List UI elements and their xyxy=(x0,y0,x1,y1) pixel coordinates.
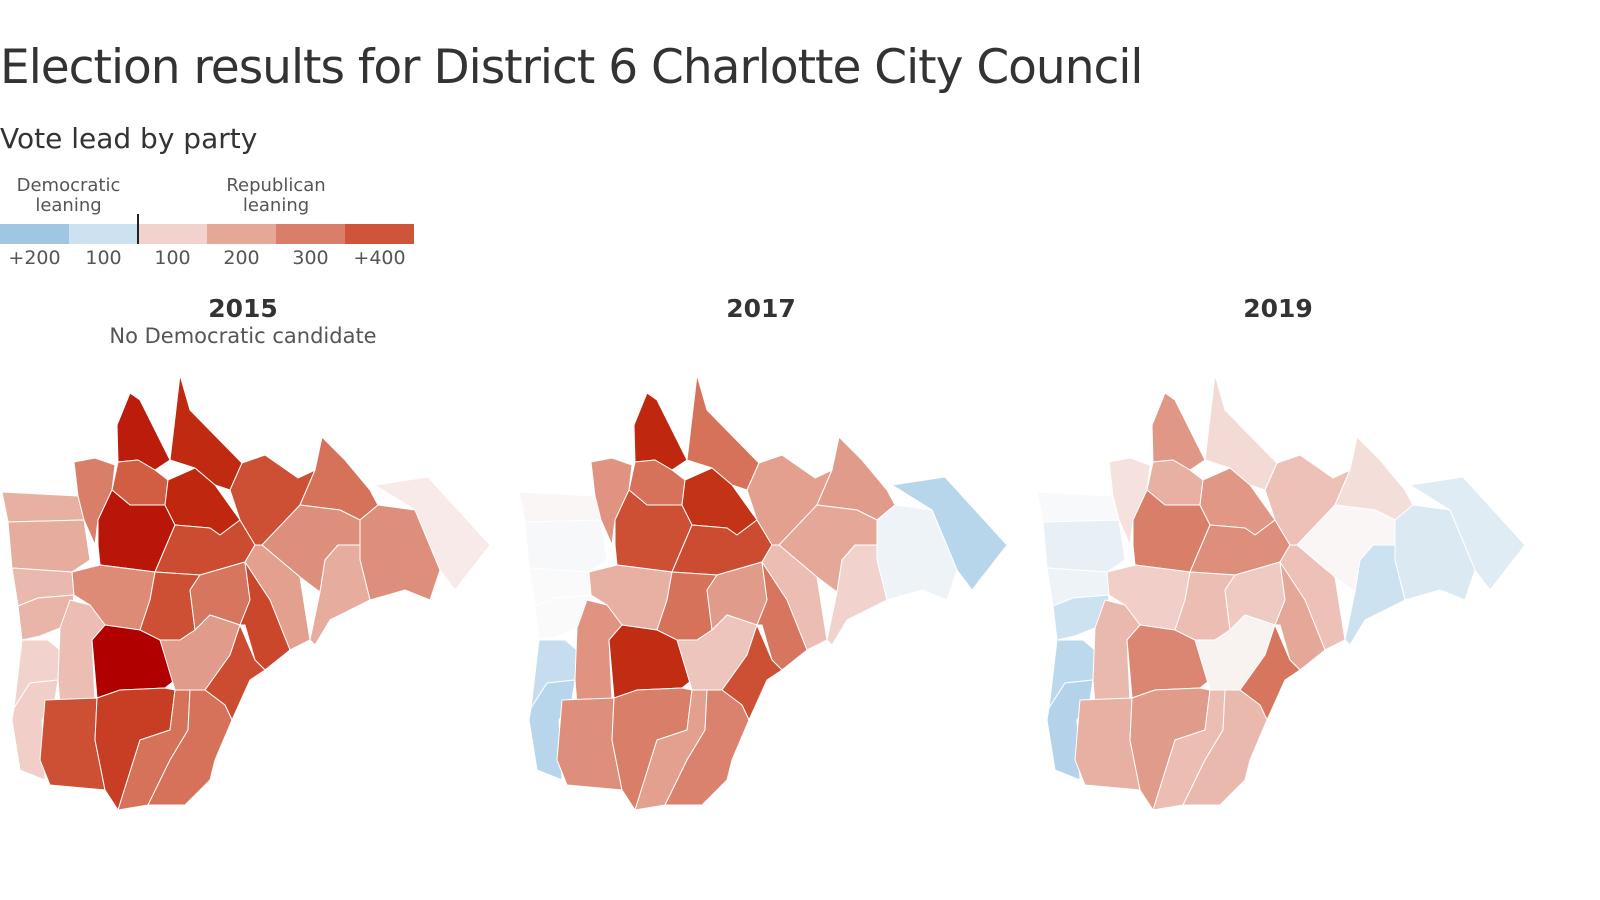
legend-swatch-rep-200 xyxy=(207,224,276,244)
legend-tick: 300 xyxy=(292,247,329,269)
panel-year-2015: 2015 xyxy=(208,294,278,323)
precinct-8 xyxy=(633,392,688,471)
precinct-32 xyxy=(147,689,233,806)
legend-tick: 200 xyxy=(223,247,260,269)
panel-year-2019: 2019 xyxy=(1243,294,1313,323)
precinct-32 xyxy=(664,689,750,806)
precinct-8 xyxy=(1151,392,1206,471)
legend-tick: 100 xyxy=(85,247,122,269)
chart-title: Election results for District 6 Charlott… xyxy=(0,40,1143,95)
precinct-1 xyxy=(518,491,602,523)
precinct-20 xyxy=(1344,544,1406,646)
legend-tick: 100 xyxy=(154,247,191,269)
precinct-2 xyxy=(524,519,608,573)
map-panel-2017 xyxy=(518,374,1008,811)
precinct-20 xyxy=(309,544,371,646)
precinct-20 xyxy=(826,544,888,646)
legend-tick: +400 xyxy=(353,247,406,269)
legend-swatch-dem-100 xyxy=(69,224,138,244)
map-panel-2019 xyxy=(1036,374,1526,811)
precinct-29 xyxy=(1074,697,1141,791)
precinct-29 xyxy=(39,697,106,791)
legend-rep-label: Republican leaning xyxy=(226,175,326,216)
precinct-1 xyxy=(1,491,85,523)
legend-swatch-rep-400 xyxy=(345,224,414,244)
precinct-1 xyxy=(1036,491,1120,523)
legend-zero-divider xyxy=(137,214,139,244)
precinct-2 xyxy=(7,519,91,573)
panel-year-2017: 2017 xyxy=(726,294,796,323)
legend-dem-label: Democratic leaning xyxy=(16,175,121,216)
precinct-32 xyxy=(1182,689,1268,806)
chart-subtitle: Vote lead by party xyxy=(0,122,258,155)
precinct-29 xyxy=(556,697,623,791)
precinct-8 xyxy=(116,392,171,471)
map-panel-2015 xyxy=(1,374,491,811)
legend-swatch-rep-300 xyxy=(276,224,345,244)
precinct-9 xyxy=(686,374,760,491)
panel-note-2015: No Democratic candidate xyxy=(109,324,377,348)
precinct-2 xyxy=(1042,519,1126,573)
legend-swatch-rep-100 xyxy=(138,224,207,244)
precinct-9 xyxy=(169,374,243,491)
legend-swatch-dem-200 xyxy=(0,224,69,244)
legend-tick: +200 xyxy=(8,247,61,269)
precinct-9 xyxy=(1204,374,1278,491)
legend-color-bar xyxy=(0,224,414,244)
